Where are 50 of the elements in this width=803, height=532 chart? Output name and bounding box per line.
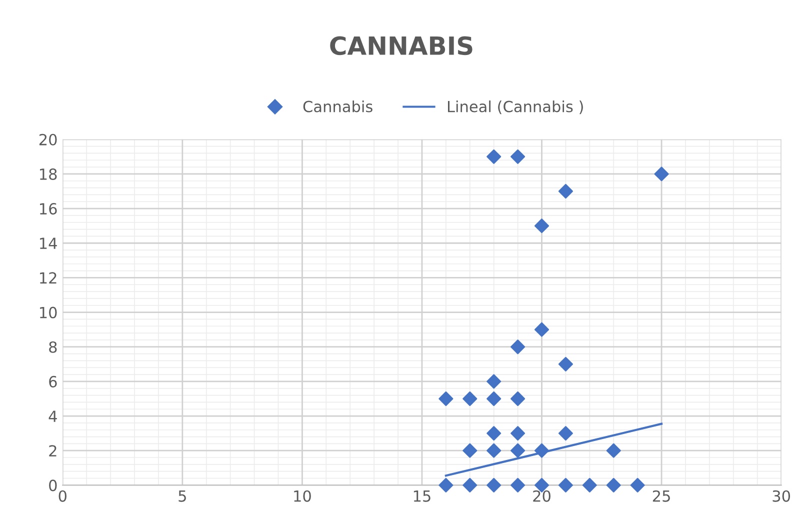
point	[462, 391, 478, 406]
point	[486, 149, 502, 164]
point	[534, 322, 550, 337]
x-tick-label: 0	[58, 490, 66, 502]
point	[510, 443, 526, 458]
y-tick-label: 12	[40, 272, 56, 284]
legend-label: Cannabis	[303, 100, 372, 112]
point	[486, 443, 502, 458]
point	[510, 391, 526, 406]
point	[534, 218, 550, 234]
point	[486, 426, 502, 441]
point	[606, 443, 621, 458]
point	[462, 443, 478, 458]
y-tick-label: 16	[40, 203, 57, 215]
point	[510, 340, 526, 354]
y-tick-label: 6	[49, 376, 57, 388]
x-tick-label: 15	[414, 490, 430, 502]
point	[438, 391, 454, 406]
x-tick-label: 5	[178, 490, 186, 502]
point	[606, 478, 621, 492]
x-tick-label: 20	[533, 490, 550, 502]
x-tick-label: 30	[772, 490, 790, 502]
y-tick-label: 8	[49, 341, 57, 353]
x-tick-label: 10	[294, 490, 311, 502]
point	[558, 356, 573, 372]
y-tick-label: 10	[40, 306, 57, 318]
chart-title: CANNABIS	[330, 36, 472, 56]
x-tick-label: 25	[652, 490, 670, 502]
point	[558, 478, 573, 492]
point	[534, 443, 550, 458]
point	[510, 478, 526, 492]
point	[558, 184, 573, 199]
point	[462, 478, 478, 492]
point	[510, 149, 526, 164]
point	[486, 374, 502, 389]
y-tick-label: 14	[40, 238, 57, 249]
y-tick-label: 0	[49, 480, 57, 492]
point	[486, 391, 502, 406]
y-tick-label: 18	[40, 168, 57, 180]
y-tick-label: 4	[48, 410, 57, 422]
point	[630, 478, 645, 492]
point	[486, 478, 502, 492]
y-tick-label: 2	[49, 445, 56, 456]
point	[654, 166, 669, 182]
point	[558, 426, 573, 441]
y-tick-label: 20	[39, 134, 57, 146]
legend-label: Lineal (Cannabis )	[448, 100, 583, 114]
point	[438, 478, 454, 492]
point	[510, 426, 526, 441]
point	[582, 478, 597, 492]
